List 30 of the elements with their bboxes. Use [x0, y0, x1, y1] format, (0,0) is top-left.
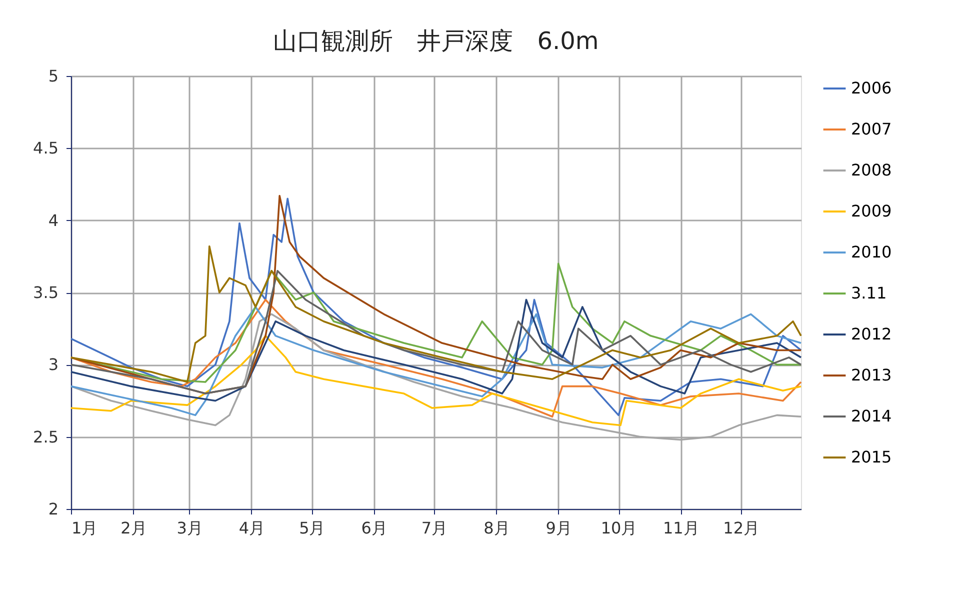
x-tick-label: 6月	[361, 518, 388, 538]
legend-label: 2013	[851, 366, 892, 384]
legend-label: 2007	[851, 120, 892, 138]
legend-label: 2015	[851, 448, 892, 466]
legend-label: 2010	[851, 242, 892, 262]
legend-label: 2012	[851, 324, 892, 344]
x-tick-label: 1月	[72, 518, 98, 538]
y-tick-label: 3.5	[33, 283, 58, 302]
legend-label: 2008	[851, 160, 892, 180]
y-tick-label: 2.5	[33, 427, 58, 446]
x-tick-label: 5月	[299, 518, 326, 538]
legend-label: 2006	[851, 78, 892, 98]
y-tick-label: 4	[48, 210, 58, 230]
y-tick-label: 4.5	[33, 138, 58, 158]
y-tick-label: 2	[48, 500, 58, 518]
x-tick-label: 2月	[120, 518, 147, 538]
x-tick-label: 10月	[600, 518, 638, 538]
x-tick-label: 3月	[176, 518, 203, 538]
x-tick-label: 4月	[238, 518, 266, 538]
x-tick-label: 8月	[484, 518, 510, 538]
x-tick-label: 9月	[546, 518, 572, 538]
x-tick-label: 7月	[421, 518, 448, 538]
x-tick-label: 11月	[662, 518, 700, 538]
legend-label: 2014	[851, 406, 892, 426]
legend-label: 2009	[851, 202, 892, 220]
y-tick-label: 3	[48, 355, 58, 374]
chart-title: 山口観測所 井戸深度 6.0m	[273, 27, 599, 55]
y-tick-label: 5	[48, 66, 58, 86]
legend-label: 3.11	[851, 284, 887, 302]
x-tick-label: 12月	[723, 518, 760, 538]
